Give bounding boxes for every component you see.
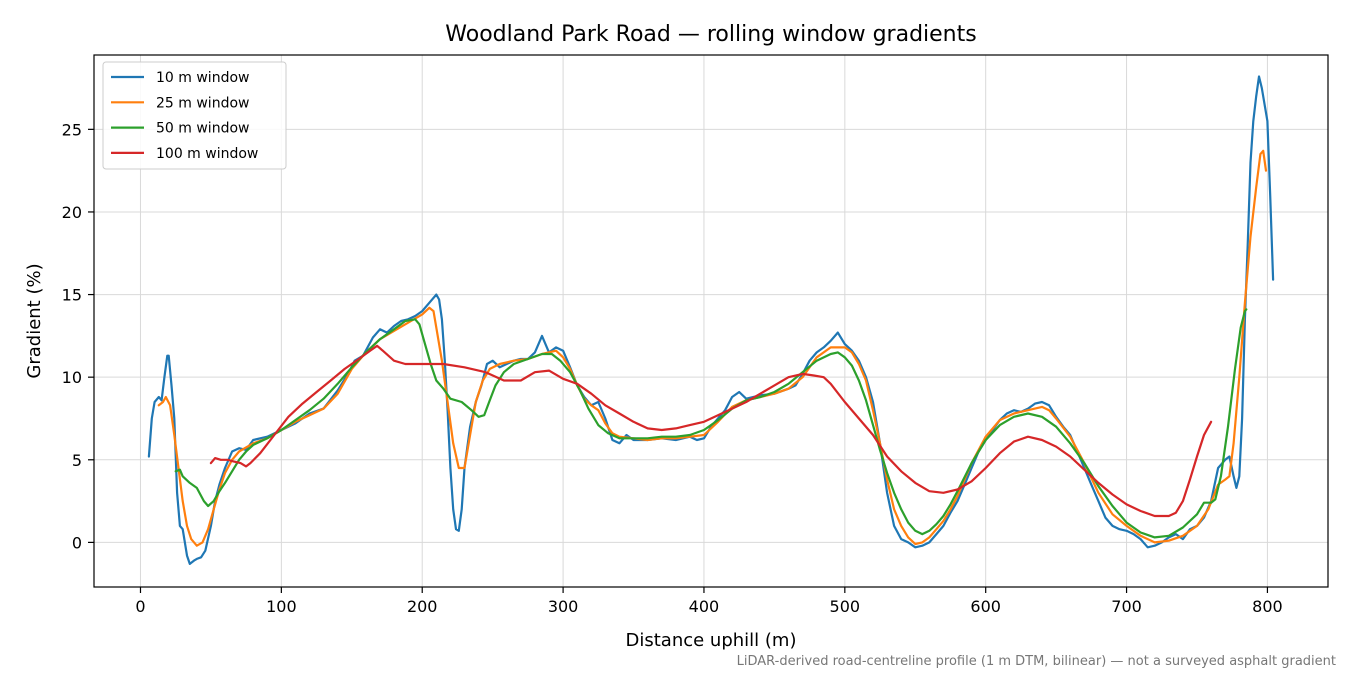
y-tick-label: 25 xyxy=(62,120,82,139)
legend-label: 100 m window xyxy=(156,146,258,162)
series-line-4 xyxy=(209,344,1213,518)
x-ticks: 0 100 200 300 400 500 600 700 800 xyxy=(135,587,1283,616)
legend-label: 25 m window xyxy=(156,95,249,111)
plot-frame xyxy=(93,54,1329,588)
y-tick-label: 0 xyxy=(72,533,82,552)
x-tick-label: 600 xyxy=(970,597,1001,616)
y-tick-label: 10 xyxy=(62,368,82,387)
legend-box xyxy=(102,61,287,170)
x-tick-label: 0 xyxy=(135,597,145,616)
y-tick-label: 15 xyxy=(62,286,82,305)
footnote: LiDAR-derived road-centreline profile (1… xyxy=(737,654,1336,669)
x-tick-label: 200 xyxy=(407,597,438,616)
x-tick-label: 700 xyxy=(1111,597,1142,616)
legend-label: 50 m window xyxy=(156,121,249,137)
y-ticks: 0 5 10 15 20 25 xyxy=(62,120,94,552)
series-line-1 xyxy=(147,75,1275,565)
y-axis-label: Gradient (%) xyxy=(24,263,45,378)
y-tick-label: 20 xyxy=(62,203,82,222)
x-tick-label: 400 xyxy=(689,597,720,616)
grid-lines xyxy=(94,55,1328,587)
legend-label: 10 m window xyxy=(156,70,249,86)
legend: 10 m window 25 m window 50 m window 100 m w… xyxy=(102,61,287,170)
y-tick-label: 5 xyxy=(72,451,82,470)
x-axis-label: Distance uphill (m) xyxy=(626,630,797,651)
series-line-3 xyxy=(174,308,1248,539)
x-tick-label: 300 xyxy=(548,597,579,616)
x-tick-label: 500 xyxy=(830,597,861,616)
series-lines xyxy=(147,75,1275,565)
chart-title: Woodland Park Road — rolling window grad… xyxy=(445,22,976,47)
x-tick-label: 100 xyxy=(266,597,297,616)
x-tick-label: 800 xyxy=(1252,597,1283,616)
